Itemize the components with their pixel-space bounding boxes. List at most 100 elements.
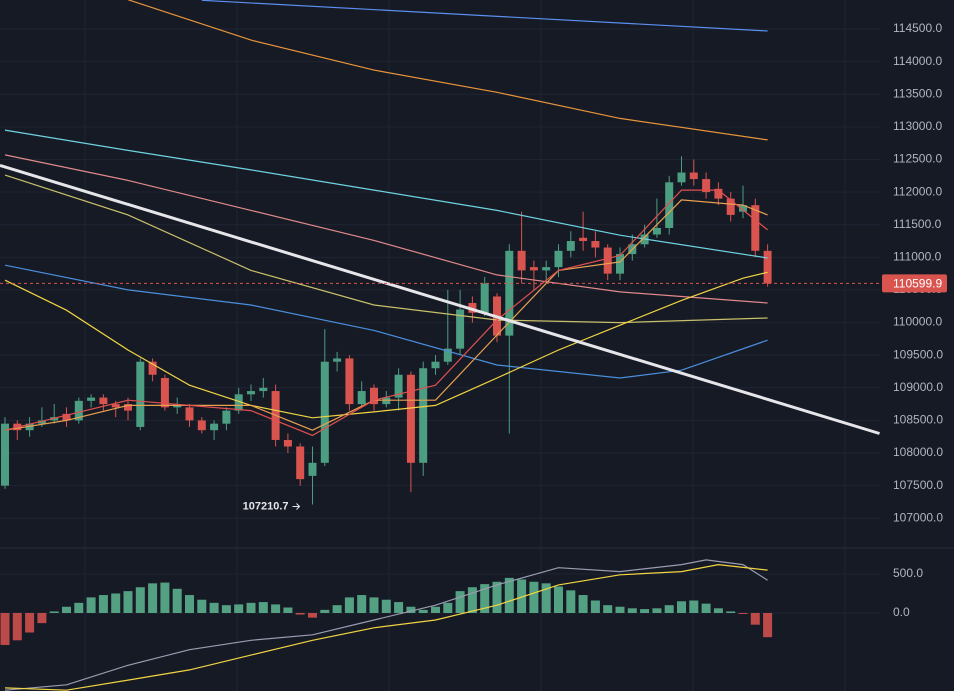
y-tick-label: 113500.0 [893, 86, 942, 100]
line-series [4, 563, 768, 691]
y-tick-label: 112500.0 [893, 152, 942, 166]
candle-body [74, 400, 83, 421]
histogram-bar [480, 584, 490, 613]
histogram-bar [640, 609, 650, 613]
histogram-bar [49, 611, 59, 613]
y-tick-label: 107000.0 [893, 510, 943, 524]
histogram-bar [504, 577, 514, 613]
histogram-bar [283, 607, 293, 613]
candle-body [111, 404, 120, 408]
candle-body [333, 358, 342, 362]
line-series [4, 174, 768, 324]
histogram-bar [455, 591, 465, 613]
candle-body [554, 250, 563, 268]
line-series [127, 0, 768, 141]
candle-body [87, 397, 96, 401]
histogram-bar [369, 597, 379, 613]
candle-body [37, 420, 46, 424]
histogram-bar [750, 612, 760, 625]
histogram-bar [234, 604, 244, 613]
candle-body [652, 227, 661, 235]
histogram-bar [111, 593, 121, 613]
histogram-bar [123, 591, 133, 613]
line-series [4, 129, 768, 259]
histogram-bar [308, 612, 317, 618]
histogram-bar [74, 602, 84, 613]
histogram-bar [258, 602, 268, 613]
candle-body [443, 348, 452, 362]
candle-body [394, 374, 403, 398]
histogram-bar [713, 608, 723, 613]
histogram-bar [541, 583, 551, 613]
histogram-bar [492, 581, 502, 613]
candle-body [517, 250, 526, 271]
histogram-bar [320, 609, 330, 613]
candle-body [665, 182, 674, 228]
candle-body [751, 205, 760, 251]
histogram-bar [406, 606, 416, 613]
y-tick-label: 113000.0 [893, 119, 942, 133]
candle-body [566, 241, 575, 251]
candle-body [259, 387, 268, 392]
histogram-bar [652, 608, 662, 613]
y-tick-label: 110000.0 [893, 315, 942, 329]
candle-body [320, 361, 329, 463]
histogram-bar [664, 605, 674, 613]
histogram-bar [209, 602, 219, 613]
candle-body [591, 241, 600, 248]
histogram-bar [197, 599, 207, 613]
candle-body [148, 361, 157, 375]
candle-body [99, 397, 108, 405]
candle-body [406, 374, 415, 463]
vertical-grid [84, 0, 846, 691]
candle-body [763, 250, 772, 284]
trend-line [0, 163, 880, 435]
candle-body [702, 179, 711, 193]
candle-body [542, 267, 551, 271]
histogram-bar [86, 597, 96, 613]
line-series [4, 199, 768, 431]
y-tick-label: 114000.0 [893, 54, 942, 68]
candle-body [247, 391, 255, 395]
candle-body [529, 267, 538, 271]
last-price-label: 110599.9 [893, 277, 942, 291]
histogram-bar [418, 609, 428, 613]
y-tick-label: 112000.0 [893, 184, 942, 198]
histogram-bar [603, 605, 613, 613]
low-annotation: 107210.7 [243, 500, 289, 512]
line-series [4, 271, 768, 419]
histogram-bar [344, 597, 354, 613]
y-tick-label: 0.0 [893, 605, 910, 619]
candle-body [480, 283, 489, 313]
candle-body [689, 172, 698, 180]
histogram-bar [221, 605, 231, 613]
candle-body [603, 247, 612, 274]
histogram-bar [357, 595, 367, 613]
candle-body [370, 387, 378, 405]
histogram-bar [295, 612, 305, 615]
y-tick-label: 109000.0 [893, 380, 943, 394]
candle-body [579, 237, 588, 242]
histogram-bar [25, 612, 35, 633]
histogram-bar [271, 604, 281, 613]
candle-body [234, 394, 243, 411]
histogram-bar [677, 601, 686, 613]
histogram-bar [135, 587, 145, 613]
candle-body [382, 397, 391, 405]
candle-body [714, 188, 723, 199]
histogram-bar [332, 605, 342, 613]
histogram-bar [566, 590, 576, 613]
histogram-bar [0, 612, 10, 645]
histogram-bar [578, 595, 588, 613]
low-arrow [292, 503, 301, 510]
candle-body [739, 205, 747, 212]
line-series [201, 0, 768, 32]
candle-body [124, 404, 132, 411]
histogram-bar [529, 581, 539, 613]
histogram-bar [12, 612, 22, 641]
candle-body [505, 250, 514, 336]
histogram-bar [590, 600, 600, 613]
last-price-box [882, 274, 947, 293]
histogram-bar [627, 608, 637, 613]
